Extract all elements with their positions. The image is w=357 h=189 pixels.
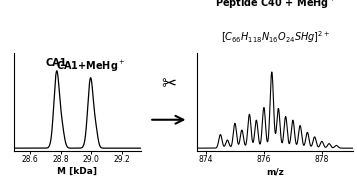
- Text: $[C_{66}H_{118}N_{16}O_{24}SHg]^{2+}$: $[C_{66}H_{118}N_{16}O_{24}SHg]^{2+}$: [221, 29, 330, 45]
- Text: ✂: ✂: [161, 75, 176, 93]
- X-axis label: m/z: m/z: [266, 167, 284, 176]
- Text: CA1+MeHg$^+$: CA1+MeHg$^+$: [56, 59, 125, 74]
- X-axis label: M [kDa]: M [kDa]: [57, 167, 97, 176]
- Text: Peptide C40 + MeHg$^+$: Peptide C40 + MeHg$^+$: [215, 0, 336, 11]
- Text: CA1: CA1: [46, 58, 67, 68]
